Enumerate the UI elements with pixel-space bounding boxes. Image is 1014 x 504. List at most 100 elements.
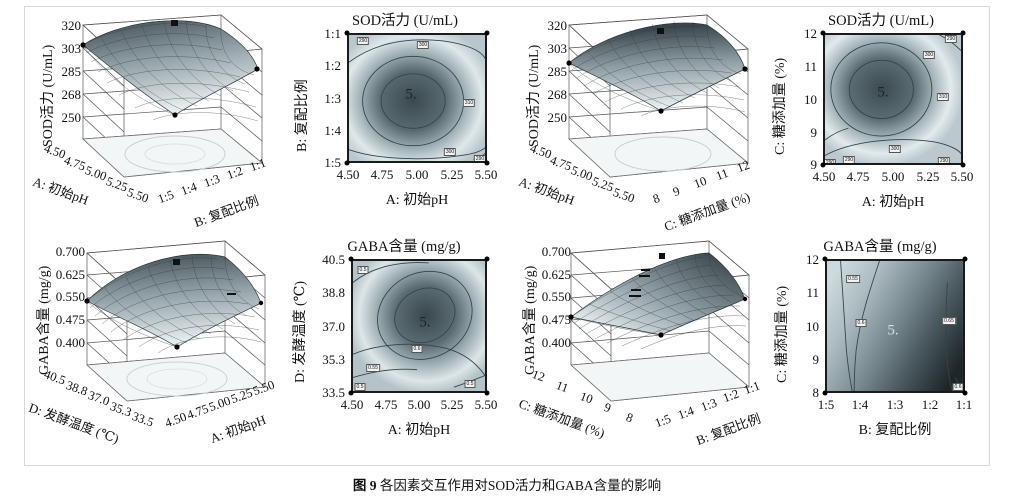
p6-xtick-2: 5.00: [407, 397, 431, 412]
p1-ztick-3: 268: [61, 87, 82, 102]
panel-surface-sod-ph-sugar: 320 303 285 268 250 SOD活力 (U/mL) 4.50 4.…: [511, 7, 759, 234]
p8-xtick-1: 1:4: [851, 397, 869, 412]
p8-clabel-1: 0.6: [855, 319, 867, 327]
p8-xlabel: B: 复配比例: [858, 423, 932, 438]
p2-contour-svg: [349, 35, 485, 161]
p8-corner-bl: [822, 390, 828, 396]
p3-ztick-3: 268: [547, 87, 568, 102]
p4-clabel-3: 300: [888, 145, 902, 153]
p2-corner-tl: [344, 30, 350, 36]
p1-ztick-2: 285: [61, 64, 82, 79]
p8-clabel-2: 0.65: [942, 317, 956, 325]
p2-xtick-3: 5.25: [440, 167, 464, 182]
p8-ytick-2: 10: [806, 319, 819, 334]
p2-ytick-2: 1:3: [324, 91, 341, 106]
p4-corner-tl: [820, 30, 826, 36]
p8-xtick-0: 1:5: [817, 397, 835, 412]
figure-frame: 320 303 285 268 250 SOD活力 (U/mL) 4.50 4.…: [24, 6, 990, 466]
p2-plot-area[interactable]: 290 300 310 300 290 5.: [347, 33, 487, 163]
p2-xlabel: A: 初始pH: [385, 193, 449, 208]
p8-clabel-0: 0.55: [846, 275, 860, 283]
p6-ytick-1: 38.8: [322, 285, 345, 300]
p4-xtick-1: 4.75: [846, 169, 870, 184]
p8-clabel-3: 0.6: [952, 383, 963, 391]
p1-ztick-0: 320: [61, 18, 82, 33]
p4-plot-area[interactable]: 290 300 310 300 290 290 290 5.: [823, 33, 963, 165]
p4-design-point: 5.: [877, 84, 889, 101]
p6-clabel-2: 0.55: [366, 364, 380, 372]
p2-clabel-0: 290: [356, 37, 370, 45]
p6-xlabel: A: 初始pH: [387, 423, 451, 438]
p4-ytick-1: 11: [804, 59, 817, 74]
p4-corner-br: [960, 162, 966, 168]
p8-xtick-2: 1:3: [886, 397, 904, 412]
panel-contour-sod-ph-ratio: SOD活力 (U/mL): [275, 7, 513, 229]
p3-ztick-1: 303: [547, 41, 568, 56]
surface-plot-svg-3: [566, 14, 749, 178]
p2-corner-br: [484, 160, 490, 166]
surface-plot-svg: [80, 14, 263, 178]
p8-xtick-4: 1:1: [955, 397, 973, 412]
p3-ztick-0: 320: [547, 18, 568, 33]
p2-clabel-4: 290: [473, 155, 485, 162]
p4-ytick-3: 9: [810, 125, 818, 140]
p5-zlabel: GABA含量 (mg/g): [37, 265, 52, 375]
p4-ytick-4: 9: [810, 157, 818, 172]
p6-plot-area[interactable]: 0.5 0.6 0.55 0.5 0.5 5.: [351, 259, 487, 393]
surface-plot-svg-5: [84, 240, 266, 402]
p4-ytick-2: 10: [804, 92, 817, 107]
p6-corner-bl: [348, 390, 354, 396]
panel-contour-gaba-ratio-sugar: GABA含量 (mg/g): [751, 231, 991, 461]
p5-ztick-4: 0.400: [55, 335, 85, 350]
p6-clabel-4: 0.5: [464, 380, 476, 388]
p8-ytick-1: 11: [806, 285, 819, 300]
p8-corner-tr: [962, 256, 968, 262]
p6-ytick-3: 35.3: [322, 352, 345, 367]
p4-xtick-4: 5.50: [950, 169, 974, 184]
p6-ylabel: D: 发酵温度 (℃): [293, 281, 308, 383]
p6-design-point: 5.: [419, 314, 431, 331]
p6-clabel-3: 0.5: [354, 383, 366, 391]
p7-ztick-3: 0.475: [541, 312, 571, 327]
p7-ztick-4: 0.400: [541, 335, 571, 350]
caption-text: 各因素交互作用对SOD活力和GABA含量的影响: [379, 478, 662, 493]
p7-ztick-2: 0.550: [541, 289, 571, 304]
panel-contour-sod-ph-sugar: SOD活力 (U/mL): [751, 7, 991, 229]
p2-corner-tr: [484, 30, 490, 36]
p4-ylabel: C: 糖添加量 (%): [773, 57, 788, 155]
p4-clabel-0: 290: [944, 35, 958, 43]
p8-plot-area[interactable]: 0.55 0.6 0.65 0.6 5.: [825, 259, 965, 393]
p6-clabel-1: 0.6: [411, 345, 423, 353]
p6-ytick-2: 37.0: [322, 319, 345, 334]
panel-surface-gaba-temp-ph: 0.700 0.625 0.550 0.475 0.400 GABA含量 (mg…: [25, 231, 276, 461]
p3-zlabel: SOD活力 (U/mL): [527, 44, 542, 147]
p4-xtick-0: 4.50: [812, 169, 836, 184]
p4-ytick-0: 12: [804, 26, 817, 41]
p2-ytick-1: 1:2: [324, 58, 341, 73]
p6-ytick-0: 40.5: [322, 252, 345, 267]
panel-surface-sod-ph-ratio: 320 303 285 268 250 SOD活力 (U/mL) 4.50 4.…: [25, 7, 273, 230]
p6-xtick-1: 4.75: [374, 397, 398, 412]
panel-surface-gaba-sugar-ratio: 0.700 0.625 0.550 0.475 0.400 GABA含量 (mg…: [511, 231, 763, 461]
p3-ztick-4: 250: [547, 110, 568, 125]
p4-corner-bl: [820, 162, 826, 168]
p5-ztick-2: 0.550: [55, 289, 85, 304]
p2-ylabel: B: 复配比例: [295, 79, 310, 152]
p8-ylabel: C: 糖添加量 (%): [775, 285, 790, 383]
p1-zlabel: SOD活力 (U/mL): [41, 44, 56, 147]
p2-ytick-4: 1:5: [324, 155, 341, 170]
p5-ztick-3: 0.475: [55, 312, 85, 327]
panel-contour-gaba-ph-temp: GABA含量 (mg/g): [275, 231, 513, 461]
p1-ztick-4: 250: [61, 110, 82, 125]
p4-clabel-4: 290: [842, 156, 856, 163]
p8-corner-tl: [822, 256, 828, 262]
p2-clabel-3: 300: [443, 148, 457, 156]
p2-clabel-2: 310: [462, 99, 476, 107]
p6-xtick-4: 5.50: [474, 397, 498, 412]
p2-xtick-2: 5.00: [405, 167, 429, 182]
p8-design-point: 5.: [887, 322, 899, 339]
p4-clabel-2: 310: [936, 93, 950, 101]
p6-xtick-0: 4.50: [340, 397, 364, 412]
p8-xtick-3: 1:2: [921, 397, 939, 412]
